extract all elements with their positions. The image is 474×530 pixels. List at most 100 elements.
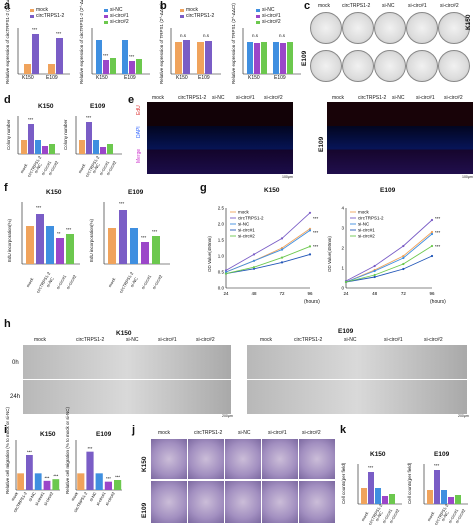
j-img-k150-circ <box>187 438 225 480</box>
g-sig-1-1: *** <box>435 230 441 235</box>
h-title-k150: K150 <box>116 330 132 337</box>
b-legend-mock: mock <box>186 7 198 13</box>
g-sig-0-2: *** <box>313 244 319 249</box>
h-scalebar-2: 200μm <box>458 414 469 418</box>
panel-d-graphic <box>17 116 122 155</box>
j-img-e109-si1 <box>261 480 299 524</box>
g-point-1-3-2 <box>402 267 405 271</box>
g-sig-1-0: *** <box>435 216 441 221</box>
g-ytick-1-1: 1 <box>341 266 344 271</box>
i-bar-0-4 <box>52 479 60 490</box>
e-label-mock-2: mock <box>332 95 344 101</box>
h-label-mock-2: mock <box>260 337 272 343</box>
c-dish-k150-mock <box>310 12 342 44</box>
j-label-mock: mock <box>158 430 170 436</box>
g-legend-label-0-1: circTRPS1-2 <box>238 216 264 221</box>
e-cell-e109: E109 <box>318 136 325 152</box>
i-bar-1-2 <box>95 473 103 490</box>
c-dish-e109-circ <box>342 50 374 82</box>
g-ytick-0-0: 0.0 <box>218 286 225 291</box>
c-label-sinc: si-NC <box>382 3 395 9</box>
panel-letter-c: c <box>304 0 311 12</box>
h-label-si2-1: si-circ#2 <box>196 337 215 343</box>
e-scalebar-2: 100μm <box>462 175 473 179</box>
a-sig-3: *** <box>103 53 109 58</box>
g-legend-label-1-0: mock <box>358 210 370 215</box>
a-legend-si1: si-circ#1 <box>110 13 129 19</box>
j-label-si2: si-circ#2 <box>302 430 321 436</box>
h-label-circ-2: circTRPS1-2 <box>294 337 323 343</box>
g-xtick-1-3: 96 <box>429 291 435 296</box>
g-xtick-0-2: 72 <box>279 291 285 296</box>
b-ns-3: n.s <box>252 33 259 38</box>
h-img-k150-24h <box>22 379 232 415</box>
g-point-1-2-3 <box>430 232 434 236</box>
g-legend-label-1-2: si-NC <box>358 222 370 227</box>
j-img-k150-si2 <box>298 438 336 480</box>
c-row-e109: E109 <box>301 50 308 66</box>
h-label-mock-1: mock <box>34 337 46 343</box>
g-point-1-1-2 <box>402 244 405 248</box>
a-sig-1: *** <box>32 27 38 32</box>
i-sig-0-3: *** <box>45 475 50 480</box>
g-xunit-1: (hours) <box>304 299 320 305</box>
b-ns-1: n.s <box>180 33 187 38</box>
h-title-e109: E109 <box>338 328 354 335</box>
g-series-0-4 <box>225 245 311 275</box>
j-label-circ: circTRPS1-2 <box>194 430 223 436</box>
e-label-si2-2: si-circ#2 <box>444 95 463 101</box>
e-label-circ-2: circTRPS1-2 <box>358 95 387 101</box>
g-point-0-2-0 <box>224 270 228 274</box>
i-sig-0-1: *** <box>27 450 32 455</box>
i-bar-0-2 <box>34 473 42 490</box>
k-sig-2: *** <box>434 463 440 468</box>
g-ytick-0-4: 2.0 <box>218 222 225 227</box>
g-legend-label-0-0: mock <box>238 210 250 215</box>
g-point-1-0-3 <box>430 230 434 234</box>
a-sig-4: *** <box>129 54 135 59</box>
f-sig-6: *** <box>152 229 158 234</box>
g-title-k150: K150 <box>264 187 280 194</box>
g-point-1-0-2 <box>402 254 405 258</box>
panel-letter-j: j <box>132 424 136 436</box>
panel-b-graphic <box>170 9 301 75</box>
a-xlabel-k150-1: K150 <box>22 75 34 81</box>
panel-a-graphic <box>17 9 150 75</box>
i-sig-0-4: *** <box>53 474 58 479</box>
e-scalebar-1: 100μm <box>282 175 293 179</box>
g-legend-label-0-3: si-circ#1 <box>238 228 255 233</box>
j-img-e109-sinc <box>224 480 262 524</box>
h-img-e109-24h <box>246 379 468 415</box>
h-label-sinc-2: si-NC <box>344 337 357 343</box>
panel-letter-i: i <box>4 424 8 436</box>
h-row-24h: 24h <box>10 394 21 400</box>
f-sig-4: *** <box>119 201 125 206</box>
g-point-1-2-1 <box>373 269 376 273</box>
i-sig-1-1: *** <box>88 446 93 451</box>
panel-k-graphic <box>357 464 468 505</box>
g-title-e109: E109 <box>380 187 396 194</box>
i-bar-1-3 <box>104 481 112 490</box>
h-row-0h: 0h <box>12 360 19 366</box>
e-label-sinc-2: si-NC <box>392 95 405 101</box>
panel-g-charts: 0.00.51.01.52.02.524 48 72 96mockcircTRPS1-… <box>218 206 441 297</box>
c-dish-k150-si1 <box>406 12 438 44</box>
c-dish-e109-si2 <box>438 50 470 82</box>
g-point-0-4-3 <box>308 245 312 248</box>
i-tick-1-4: si-circ#2 <box>104 490 116 506</box>
c-label-circ: circTRPS1-2 <box>342 3 371 9</box>
a-sig-2: *** <box>56 31 62 36</box>
g-point-0-1-0 <box>224 269 228 272</box>
a-legend-si2: si-circ#2 <box>110 19 129 25</box>
c-label-si1: si-circ#1 <box>408 3 427 9</box>
h-img-e109-0h <box>246 344 468 380</box>
g-legend-label-1-1: circTRPS1-2 <box>358 216 384 221</box>
d-sig-2: *** <box>86 115 92 120</box>
g-point-0-2-3 <box>308 229 312 232</box>
g-point-1-4-0 <box>344 280 348 284</box>
e-label-si2-1: si-circ#2 <box>264 95 283 101</box>
a-legend-sinc: si-NC <box>110 7 123 13</box>
g-xtick-1-2: 72 <box>401 291 407 296</box>
h-label-si1-2: si-circ#1 <box>384 337 403 343</box>
g-ytick-1-2: 2 <box>341 246 344 251</box>
